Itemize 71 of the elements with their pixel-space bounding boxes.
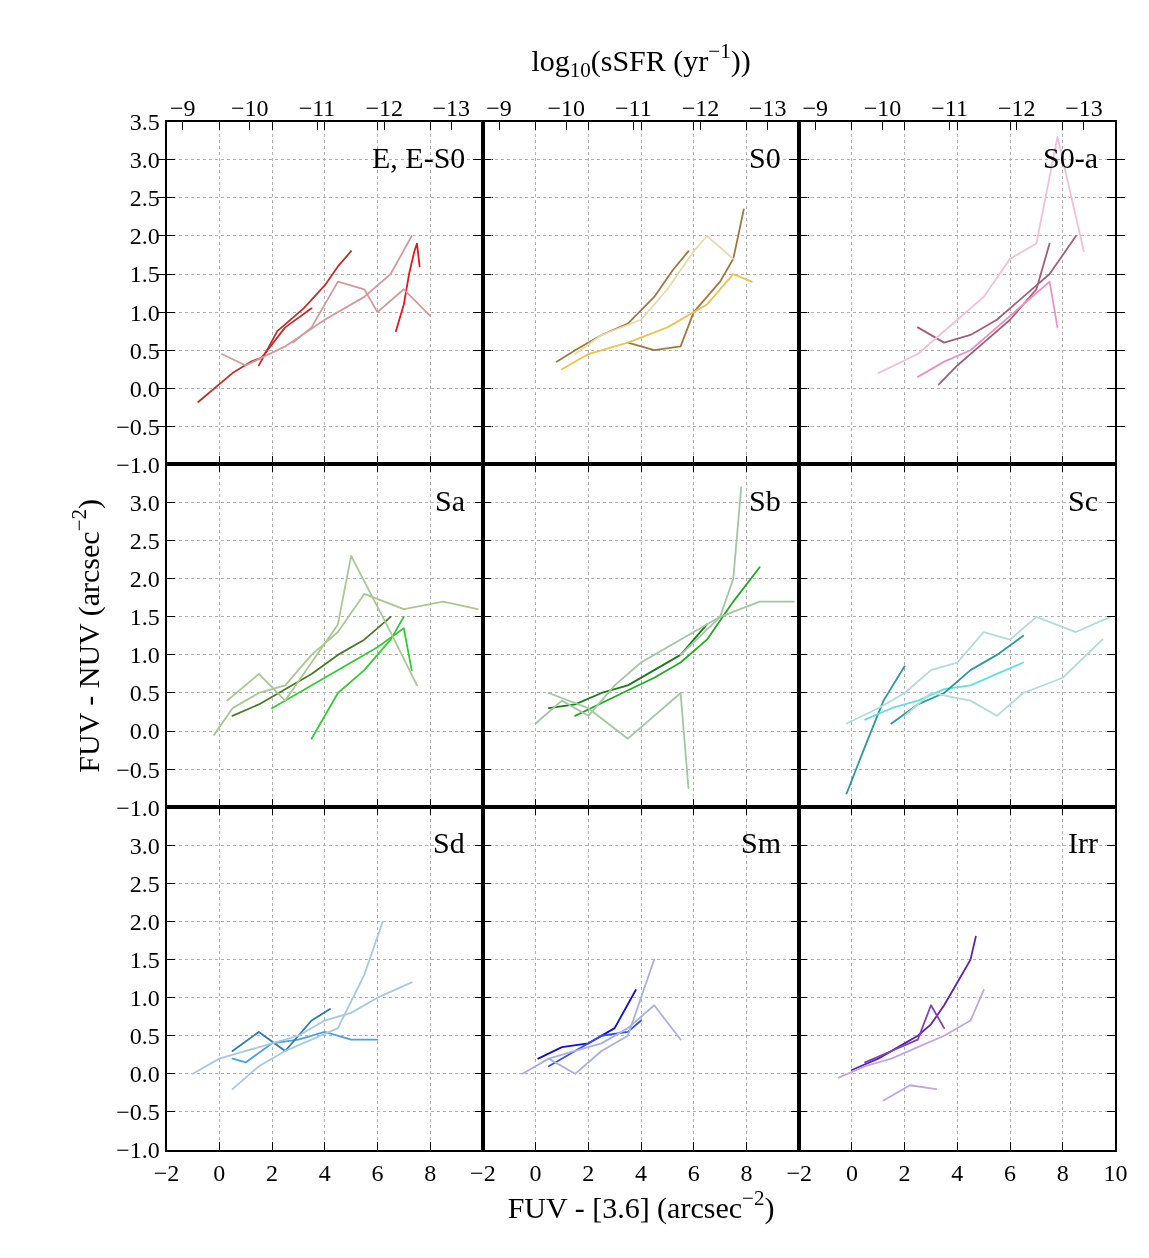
x2-tick-label: −10 [231,94,269,121]
y-tick-label: 0.5 [129,1023,160,1050]
y-tick-label: −0.5 [116,413,160,440]
x2-tick-label: −11 [931,94,968,121]
x-tick-label: −2 [470,1159,496,1186]
y-tick-label: 3.5 [129,109,160,136]
y-tick-label: 0.0 [129,1061,160,1088]
x-tick-label: 10 [1103,1159,1128,1186]
x-tick-label: 0 [529,1159,542,1186]
text: Sa [435,484,465,517]
y-tick-label: −1.0 [116,794,160,821]
y-tick-label: 0.0 [129,375,160,402]
x-tick-label: 6 [687,1159,700,1186]
x-tick-label: 2 [898,1159,911,1186]
x-tick-label: 4 [318,1159,331,1186]
x-tick-label: 8 [740,1159,753,1186]
x2-tick-label: −9 [169,94,196,121]
y-tick-label: 2.0 [129,566,160,593]
x-tick-label: 4 [635,1159,648,1186]
x2-tick-label: −13 [1065,94,1103,121]
x-axis-title: FUV - [3.6] (arcsec$^{−2}$) [507,1186,775,1225]
x2-tick-label: −11 [298,94,336,121]
x2-axis-title: log$_{10}$(sSFR (yr$^{−1}$)) [531,39,751,83]
x-tick-label: 8 [424,1159,437,1186]
y-tick-label: 1.0 [129,299,160,326]
y-tick-label: 0.0 [129,718,160,745]
y-tick-label: 2.0 [129,908,160,935]
x2-tick-label: −13 [748,94,787,121]
y-tick-label: 3.0 [129,832,160,859]
x-tick-label: 4 [951,1159,964,1186]
y-tick-label: 3.0 [129,489,160,516]
x-tick-label: 2 [582,1159,595,1186]
x2-tick-label: −9 [486,94,512,121]
y-tick-label: 1.0 [129,985,160,1012]
y-tick-label: 2.5 [129,185,160,212]
y-tick-label: −1.0 [116,451,160,478]
text: Sb [749,484,781,517]
y-tick-label: 1.5 [129,946,160,973]
text: Sm [741,826,782,859]
y-tick-label: 1.5 [129,261,160,288]
text: S0 [749,141,781,174]
x-tick-label: 8 [1056,1159,1069,1186]
y-tick-label: 2.5 [129,528,160,555]
x-tick-label: −2 [786,1159,812,1186]
x2-tick-label: −13 [432,94,471,121]
x2-tick-label: −10 [547,94,585,121]
x2-tick-label: −9 [802,94,829,121]
y-tick-label: −0.5 [116,1099,160,1126]
y-tick-label: 2.0 [129,223,160,250]
y-tick-label: 1.5 [129,604,160,631]
x-tick-label: 6 [371,1159,384,1186]
text: Irr [1068,826,1098,859]
y-tick-label: 0.5 [129,337,160,364]
x-tick-label: 0 [845,1159,858,1186]
x2-tick-label: −12 [681,94,720,121]
y-tick-label: 2.5 [129,870,160,897]
text: Sc [1068,484,1098,517]
x-tick-label: 0 [213,1159,226,1186]
text: Sd [433,826,465,859]
y-tick-label: 3.0 [129,147,160,174]
text: E, E-S0 [372,141,466,174]
text: S0-a [1043,141,1098,174]
x-tick-label: 6 [1004,1159,1017,1186]
y-tick-label: −0.5 [116,756,160,783]
x2-tick-label: −12 [365,94,403,121]
x2-tick-label: −10 [863,94,902,121]
y-tick-label: 1.0 [129,642,160,669]
x-tick-label: 2 [266,1159,279,1186]
y-tick-label: 0.5 [129,680,160,707]
x2-tick-label: −11 [614,94,652,121]
x2-tick-label: −12 [997,94,1036,121]
